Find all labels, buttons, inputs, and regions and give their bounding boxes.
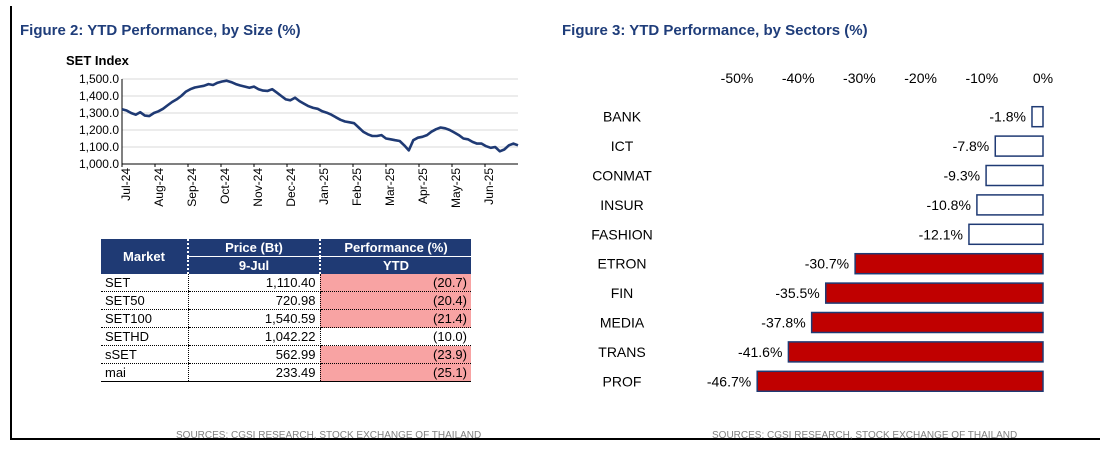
x-tick-label: -10% <box>965 70 998 86</box>
sector-bar <box>1031 105 1044 128</box>
performance-cell: (25.1) <box>320 363 471 382</box>
market-name-cell: sSET <box>101 345 188 364</box>
set-index-line-chart: SET Index 1,000.0 1,100.0 1,200.0 1,300.0 1,4… <box>66 53 519 208</box>
category-label: PROF <box>603 373 642 389</box>
x-tick-label: Apr-25 <box>416 168 430 204</box>
performance-cell: (20.4) <box>320 291 471 310</box>
data-label: -12.1% <box>919 226 963 242</box>
figure-3-source: SOURCES: CGSI RESEARCH, STOCK EXCHANGE O… <box>712 430 1018 441</box>
table-row: SET100 1,540.59 (21.4) <box>101 309 471 328</box>
x-tick-label: Nov-24 <box>251 168 265 207</box>
frame-bottom-border <box>10 438 1100 440</box>
y-tick-label: 1,500.0 <box>79 72 119 86</box>
market-name-cell: SET50 <box>101 291 188 310</box>
data-label: -46.7% <box>707 373 751 389</box>
category-label: INSUR <box>600 197 644 213</box>
table-subheader-date: 9-Jul <box>187 256 320 274</box>
table-subheader-ytd: YTD <box>319 256 471 274</box>
y-tick-label: 1,000.0 <box>79 157 119 171</box>
data-label: -35.5% <box>775 285 819 301</box>
sector-bar <box>756 370 1044 392</box>
figure-2-title: Figure 2: YTD Performance, by Size (%) <box>20 22 301 39</box>
x-tick-label: Jan-25 <box>317 168 331 205</box>
x-tick-label: Feb-25 <box>350 168 364 206</box>
table-header-price: Price (Bt) <box>187 239 320 257</box>
price-cell: 1,540.59 <box>187 309 321 328</box>
table-body: SET 1,110.40 (20.7) SET50 720.98 (20.4) SET100… <box>101 274 471 382</box>
x-tick-label: Oct-24 <box>218 168 232 204</box>
y-tick-label: 1,300.0 <box>79 106 119 120</box>
table-header-market: Market <box>101 239 188 274</box>
category-label: FASHION <box>591 226 652 242</box>
figure-3-title: Figure 3: YTD Performance, by Sectors (%… <box>562 22 868 39</box>
x-tick-label: -30% <box>843 70 876 86</box>
category-label: TRANS <box>598 344 645 360</box>
x-tick-label: Aug-24 <box>152 168 166 207</box>
performance-cell: (20.7) <box>320 274 471 292</box>
data-label: -7.8% <box>953 138 990 154</box>
sector-bar <box>994 135 1044 157</box>
x-tick-label: Jul-24 <box>119 168 133 201</box>
table-row: SET 1,110.40 (20.7) <box>101 274 471 292</box>
x-tick-label: -50% <box>721 70 754 86</box>
category-label: ICT <box>611 138 634 154</box>
set-index-series-line <box>121 79 519 153</box>
x-tick-label: 0% <box>1033 70 1053 86</box>
sector-bar <box>810 311 1044 334</box>
category-label: MEDIA <box>600 315 645 331</box>
data-label: -1.8% <box>989 109 1026 125</box>
x-tick-label: May-25 <box>449 168 463 208</box>
x-tick-label: Mar-25 <box>383 168 397 206</box>
sector-bar <box>968 223 1044 246</box>
category-label: FIN <box>611 285 634 301</box>
category-label: BANK <box>603 109 642 125</box>
x-tick-label: Dec-24 <box>284 168 298 207</box>
performance-cell: (10.0) <box>320 327 471 346</box>
price-cell: 1,042.22 <box>187 327 321 346</box>
market-name-cell: SETHD <box>101 327 188 346</box>
sector-bar-chart: -50% -40% -30% -20% -10% 0% BANK -1.8% ICT -7.8% C… <box>591 70 1053 392</box>
price-cell: 562.99 <box>187 345 321 364</box>
category-label: ETRON <box>598 256 647 272</box>
sector-bar <box>985 164 1044 187</box>
price-cell: 233.49 <box>187 363 321 382</box>
x-tick-label: -20% <box>904 70 937 86</box>
y-tick-label: 1,100.0 <box>79 140 119 154</box>
category-label: CONMAT <box>592 168 652 184</box>
line-chart-title: SET Index <box>66 53 130 68</box>
table-row: SETHD 1,042.22 (10.0) <box>101 327 471 346</box>
market-name-cell: SET100 <box>101 309 188 328</box>
table-row: SET50 720.98 (20.4) <box>101 291 471 310</box>
data-label: -10.8% <box>927 197 971 213</box>
y-tick-label: 1,200.0 <box>79 123 119 137</box>
x-tick-label: -40% <box>782 70 815 86</box>
price-cell: 1,110.40 <box>187 274 321 292</box>
data-label: -37.8% <box>761 315 805 331</box>
market-performance-table: Market Price (Bt) Performance (%) 9-Jul … <box>101 239 471 382</box>
performance-cell: (21.4) <box>320 309 471 328</box>
sector-bar <box>854 252 1044 275</box>
x-tick-label: Sep-24 <box>185 168 199 207</box>
table-row: mai 233.49 (25.1) <box>101 363 471 382</box>
y-tick-label: 1,400.0 <box>79 89 119 103</box>
table-header-performance: Performance (%) <box>319 239 471 257</box>
sector-bar <box>976 194 1044 216</box>
market-name-cell: SET <box>101 274 188 292</box>
x-tick-label: Jun-25 <box>482 168 496 205</box>
market-name-cell: mai <box>101 363 188 382</box>
performance-cell: (23.9) <box>320 345 471 364</box>
figure-2-source: SOURCES: CGSI RESEARCH, STOCK EXCHANGE O… <box>176 430 482 441</box>
data-label: -30.7% <box>805 256 849 272</box>
data-label: -41.6% <box>738 344 782 360</box>
frame-left-border <box>10 6 12 440</box>
data-label: -9.3% <box>944 168 981 184</box>
price-cell: 720.98 <box>187 291 321 310</box>
sector-bar <box>824 282 1044 304</box>
sector-bar <box>787 341 1044 363</box>
table-row: sSET 562.99 (23.9) <box>101 345 471 364</box>
